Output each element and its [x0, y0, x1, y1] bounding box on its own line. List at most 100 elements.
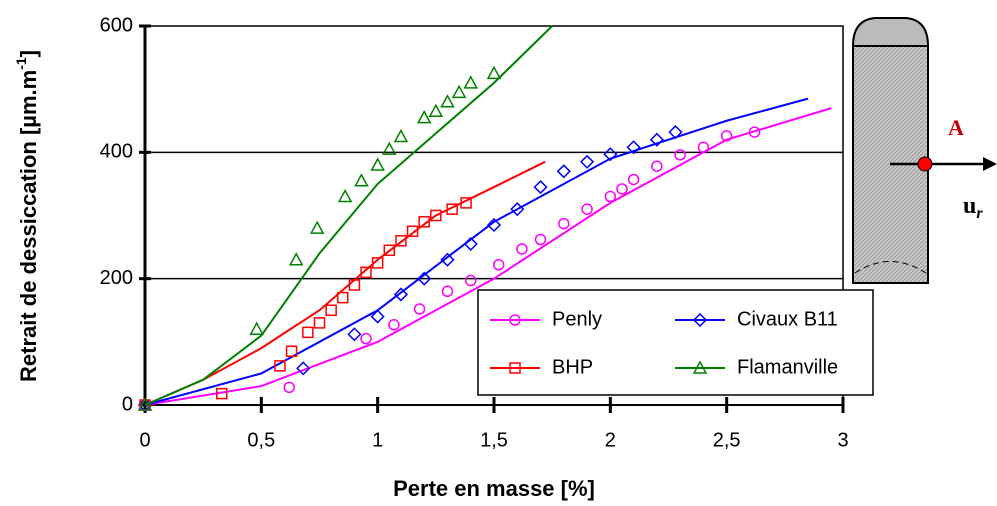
legend: Penly Civaux B11 BHP Flamanville: [477, 289, 874, 396]
data-point: [510, 202, 525, 217]
legend-marker: [509, 362, 521, 374]
data-point: [626, 140, 641, 155]
data-point: [417, 271, 432, 286]
data-point: [216, 387, 228, 400]
legend-marker: [692, 360, 708, 374]
data-point: [430, 209, 442, 222]
data-point: [288, 252, 304, 266]
data-point: [558, 217, 570, 230]
model-line: [144, 97, 809, 406]
data-point: [603, 147, 618, 162]
data-point: [137, 397, 153, 411]
data-point: [313, 317, 326, 329]
y-tick-label: 200: [100, 267, 133, 289]
data-point: [249, 321, 264, 335]
data-point: [604, 190, 617, 203]
legend-label: Civaux B11: [737, 308, 838, 330]
x-axis-title: Perte en masse [%]: [393, 476, 595, 501]
arrow-head: [983, 157, 997, 171]
data-point: [285, 345, 298, 358]
legend-marker: [509, 314, 521, 326]
data-point: [354, 173, 369, 187]
legend-marker: [692, 312, 708, 328]
data-point: [440, 94, 455, 108]
y-title-main: Retrait de dessiccation [µm.m: [16, 70, 41, 382]
x-tick-label: 3: [837, 429, 848, 451]
data-point: [697, 141, 710, 154]
y-title-end: ]: [16, 50, 41, 57]
legend-box: [477, 289, 874, 396]
data-point: [580, 154, 595, 169]
data-point: [674, 149, 686, 161]
data-point: [371, 257, 384, 269]
data-point: [534, 233, 547, 246]
data-point: [393, 128, 409, 143]
legend-label: BHP: [552, 356, 593, 378]
data-point: [274, 360, 286, 372]
y-axis-title: Retrait de dessiccation [µm.m-1]: [13, 50, 41, 382]
data-point: [413, 303, 426, 315]
y-tick-label: 600: [100, 14, 133, 36]
data-point: [649, 132, 664, 147]
y-tick-label: 0: [122, 393, 133, 415]
data-point: [651, 160, 663, 172]
data-point: [463, 236, 478, 251]
legend-label: Penly: [552, 308, 602, 330]
data-point: [668, 125, 683, 140]
data-point: [388, 319, 400, 331]
y-title-sup: -1: [13, 57, 29, 70]
data-point: [616, 183, 628, 195]
data-point: [556, 164, 571, 179]
vector-label: ur: [963, 193, 983, 222]
data-point: [460, 197, 472, 209]
data-point: [418, 216, 430, 228]
x-tick-label: 2: [605, 429, 616, 451]
data-point: [360, 332, 372, 345]
data-point: [309, 220, 325, 234]
specimen-diagram: A ur: [851, 17, 997, 284]
vector-subscript: r: [976, 205, 983, 222]
model-line: [144, 107, 832, 406]
x-tick-label: 1,5: [480, 429, 508, 451]
data-point: [451, 84, 467, 99]
x-tick-label: 1: [372, 429, 383, 451]
data-point: [383, 244, 396, 256]
data-point: [464, 274, 477, 287]
data-point: [533, 180, 548, 195]
x-tick-label: 2,5: [713, 429, 741, 451]
plot-area: 0 200 400 600 0 0,5 1 1,5 2 2,5 3 Penly Civaux B11 BH…: [100, 14, 874, 451]
vector-symbol: u: [963, 193, 976, 219]
data-point: [720, 130, 733, 142]
data-point: [516, 243, 528, 255]
point-a: [917, 156, 933, 172]
data-point: [337, 291, 349, 304]
data-point: [406, 225, 419, 238]
data-point: [325, 304, 337, 316]
data-point: [302, 326, 314, 339]
data-point: [370, 309, 385, 324]
model-line: [144, 25, 553, 406]
data-point: [337, 188, 353, 203]
data-point: [296, 361, 311, 376]
data-point: [382, 141, 397, 155]
x-tick-label: 0: [139, 429, 150, 451]
x-tick-label: 0,5: [247, 429, 275, 451]
data-point: [283, 381, 296, 394]
data-point: [492, 259, 505, 271]
data-point: [428, 103, 444, 118]
y-tick-label: 400: [100, 141, 133, 163]
data-point: [581, 203, 593, 215]
data-point: [440, 252, 455, 267]
data-point: [370, 157, 385, 171]
data-point: [393, 287, 408, 302]
data-point: [395, 235, 407, 247]
legend-label: Flamanville: [737, 356, 838, 378]
data-point: [441, 285, 454, 298]
data-point: [347, 327, 362, 342]
data-point: [486, 65, 502, 80]
data-point: [348, 279, 361, 291]
data-point: [748, 126, 761, 138]
model-line: [144, 160, 546, 406]
data-point: [486, 217, 502, 233]
